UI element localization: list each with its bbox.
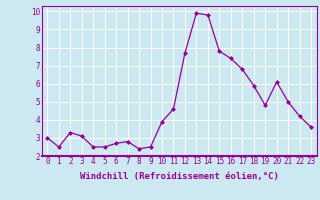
X-axis label: Windchill (Refroidissement éolien,°C): Windchill (Refroidissement éolien,°C) xyxy=(80,172,279,181)
